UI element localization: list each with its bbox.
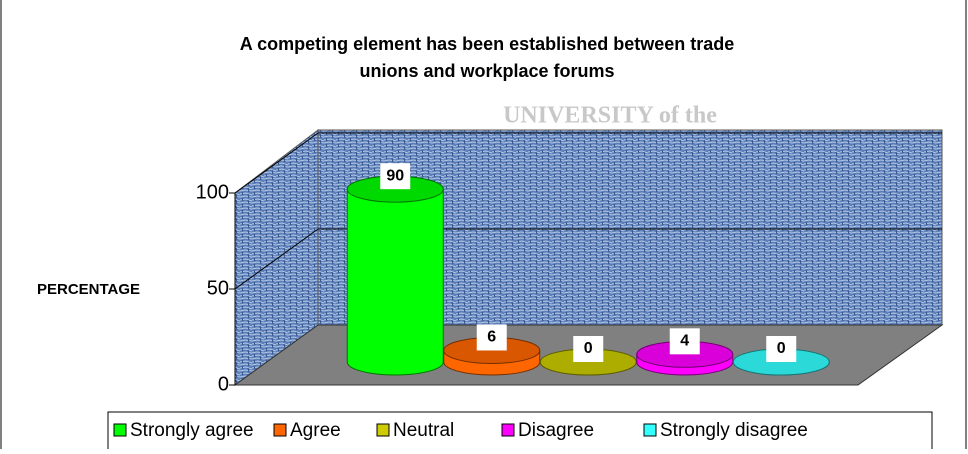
value-label: 0 — [584, 340, 593, 357]
legend-label: Strongly agree — [130, 420, 254, 441]
grid-line — [234, 228, 319, 290]
legend-swatch — [376, 423, 390, 437]
value-label-box — [669, 328, 700, 355]
value-label-box — [573, 336, 604, 362]
legend-swatch — [501, 423, 515, 437]
grid-line — [234, 132, 319, 194]
legend-label: Agree — [290, 420, 341, 441]
legend-label: Strongly disagree — [660, 420, 808, 441]
chart-title: unions and workplace forums — [359, 61, 614, 81]
y-axis-label: PERCENTAGE — [37, 281, 140, 298]
chart-title: A competing element has been established… — [240, 34, 734, 54]
legend-label: Disagree — [518, 420, 594, 441]
legend-label: Neutral — [393, 420, 454, 441]
y-tick-label: 100 — [196, 181, 229, 203]
value-label: 90 — [386, 167, 404, 184]
value-label-box — [380, 163, 411, 190]
watermark: UNIVERSITY of the — [503, 103, 717, 129]
value-label: 6 — [487, 329, 496, 346]
legend-swatch — [273, 423, 287, 437]
value-label-box — [476, 324, 507, 351]
legend — [107, 411, 933, 453]
bar — [346, 188, 444, 376]
legend-swatch — [113, 423, 127, 437]
y-tick-label: 50 — [207, 277, 229, 299]
y-tick-label: 0 — [218, 373, 229, 395]
value-label: 4 — [680, 333, 689, 350]
value-label: 0 — [777, 340, 786, 357]
value-label-box — [766, 336, 797, 362]
legend-swatch — [643, 423, 657, 437]
